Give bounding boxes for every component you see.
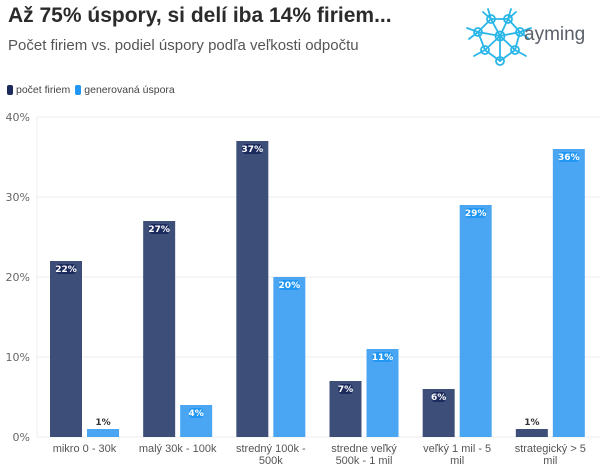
- chart-subtitle: Počet firiem vs. podiel úspory podľa veľ…: [8, 37, 359, 54]
- y-tick-label: 30%: [6, 191, 30, 204]
- bar-generovana-uspora: [552, 149, 585, 437]
- legend: počet firiem generovaná úspora: [7, 84, 180, 96]
- data-label: 20%: [279, 281, 301, 291]
- data-label: 29%: [465, 209, 487, 219]
- legend-item-generovana-uspora: generovaná úspora: [75, 84, 175, 96]
- legend-item-pocet-firiem: počet firiem: [7, 84, 70, 96]
- data-labels: 22% 1% 27% 4% 37% 20% 7% 11% 6% 29% 1% 36%: [55, 144, 580, 428]
- data-label-bg: [338, 384, 353, 394]
- x-tick-label: 500k: [259, 455, 283, 467]
- y-axis-ticks: 0% 10% 20% 30% 40%: [6, 111, 30, 444]
- legend-label: počet firiem: [16, 84, 71, 96]
- data-label: 7%: [338, 385, 353, 395]
- y-tick-label: 10%: [6, 351, 30, 364]
- gridlines: [36, 116, 600, 438]
- data-label-bg: [149, 224, 170, 234]
- legend-label: generovaná úspora: [84, 84, 175, 96]
- bar-generovana-uspora: [273, 277, 306, 437]
- data-label: 1%: [524, 418, 539, 428]
- data-label: 37%: [242, 145, 264, 155]
- data-label: 4%: [189, 409, 204, 419]
- x-tick-label: stredne veľký: [331, 443, 397, 455]
- bar-pocet-firiem: [515, 429, 548, 437]
- legend-swatch-pocet-firiem: [7, 85, 13, 95]
- x-tick-label: 500k - 1 mil: [336, 455, 393, 467]
- x-tick-label: strategický > 5: [515, 443, 586, 455]
- data-label-bg: [431, 392, 446, 402]
- data-label: 27%: [148, 225, 170, 235]
- data-label-bg: [56, 264, 76, 274]
- data-label-bg: [242, 144, 263, 154]
- data-label-bg: [465, 208, 486, 218]
- bar-generovana-uspora: [87, 429, 119, 437]
- bar-pocet-firiem: [236, 141, 269, 437]
- ayming-logo-icon: [466, 8, 532, 66]
- x-tick-label: mil: [543, 455, 557, 467]
- data-label-bg: [279, 280, 300, 290]
- bar-pocet-firiem: [50, 261, 82, 437]
- x-tick-label: stredný 100k -: [236, 443, 306, 455]
- data-label-bg: [558, 152, 579, 162]
- data-label: 6%: [431, 393, 446, 403]
- logo-text: ayming: [524, 24, 586, 45]
- x-tick-label: mikro 0 - 30k: [53, 443, 117, 455]
- x-tick-label: malý 30k - 100k: [139, 443, 217, 455]
- y-tick-label: 20%: [6, 271, 30, 284]
- x-tick-label: veľký 1 mil - 5: [423, 443, 491, 455]
- data-label: 36%: [558, 153, 580, 163]
- chart-title: Až 75% úspory, si delí iba 14% firiem...: [8, 4, 392, 27]
- y-tick-label: 40%: [6, 111, 30, 124]
- legend-swatch-generovana-uspora: [75, 85, 82, 95]
- bar-generovana-uspora: [459, 205, 492, 437]
- bars: [50, 141, 585, 437]
- bar-generovana-uspora: [366, 349, 399, 437]
- data-label-bg: [372, 352, 393, 362]
- data-label: 22%: [55, 265, 77, 275]
- y-tick-label: 0%: [13, 431, 30, 444]
- data-label: 11%: [372, 353, 394, 363]
- x-tick-label: mil: [450, 455, 464, 467]
- bar-pocet-firiem: [143, 221, 176, 437]
- data-label: 1%: [95, 418, 110, 428]
- data-label-bg: [189, 408, 204, 418]
- x-axis-labels: mikro 0 - 30k malý 30k - 100k stredný 100k…: [53, 443, 586, 467]
